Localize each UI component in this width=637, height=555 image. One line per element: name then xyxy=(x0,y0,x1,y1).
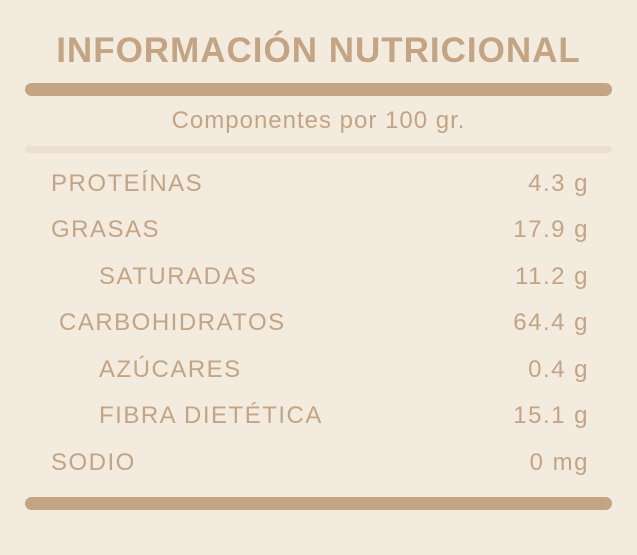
nutrient-name: FIBRA DIETÉTICA xyxy=(99,402,323,430)
nutrient-name: AZÚCARES xyxy=(99,355,242,383)
label-title: INFORMACIÓN NUTRICIONAL xyxy=(56,31,581,70)
table-row: FIBRA DIETÉTICA 15.1 g xyxy=(51,393,589,440)
table-row: SODIO 0 mg xyxy=(51,439,589,486)
table-row: PROTEÍNAS 4.3 g xyxy=(51,160,589,207)
nutrient-value: 15.1 g xyxy=(513,402,589,430)
table-row: AZÚCARES 0.4 g xyxy=(51,346,589,393)
label-subtitle: Componentes por 100 gr. xyxy=(171,106,466,134)
table-row: SATURADAS 11.2 g xyxy=(51,253,589,300)
table-row: CARBOHIDRATOS 64.4 g xyxy=(51,300,589,347)
nutrient-value: 64.4 g xyxy=(513,309,589,337)
nutrient-name: SODIO xyxy=(51,448,136,476)
table-row: GRASAS 17.9 g xyxy=(51,207,589,254)
nutrient-value: 0.4 g xyxy=(528,355,589,383)
nutrient-value: 4.3 g xyxy=(528,169,589,197)
bottom-divider xyxy=(25,496,612,510)
nutrient-name: PROTEÍNAS xyxy=(51,169,204,197)
nutrient-name: SATURADAS xyxy=(99,262,258,290)
nutrient-value: 17.9 g xyxy=(513,216,589,244)
nutrient-value: 11.2 g xyxy=(515,262,589,290)
subtitle-divider xyxy=(25,146,612,154)
nutrient-value: 0 mg xyxy=(529,448,589,476)
nutrient-name: CARBOHIDRATOS xyxy=(59,309,286,337)
title-divider xyxy=(25,82,612,96)
nutrient-table: PROTEÍNAS 4.3 g GRASAS 17.9 g SATURADAS … xyxy=(0,160,637,486)
nutrient-name: GRASAS xyxy=(51,216,161,244)
